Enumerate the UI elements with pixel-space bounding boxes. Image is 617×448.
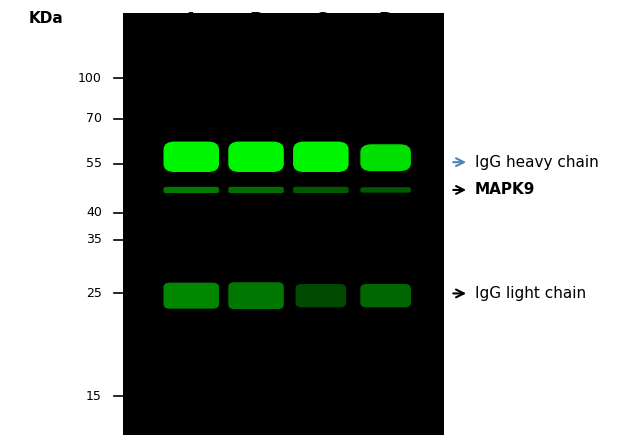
Text: 15: 15	[86, 390, 102, 403]
FancyBboxPatch shape	[293, 187, 349, 193]
FancyBboxPatch shape	[296, 284, 346, 307]
Text: 70: 70	[86, 112, 102, 125]
FancyBboxPatch shape	[164, 142, 219, 172]
Text: 25: 25	[86, 287, 102, 300]
FancyBboxPatch shape	[164, 187, 219, 193]
Text: A: A	[184, 11, 198, 29]
Text: B: B	[249, 11, 263, 29]
FancyBboxPatch shape	[228, 142, 284, 172]
Text: 40: 40	[86, 206, 102, 220]
Text: IgG light chain: IgG light chain	[475, 286, 586, 301]
Text: 55: 55	[86, 157, 102, 170]
Text: 35: 35	[86, 233, 102, 246]
FancyBboxPatch shape	[360, 144, 411, 171]
FancyBboxPatch shape	[228, 187, 284, 193]
FancyBboxPatch shape	[293, 142, 349, 172]
Text: C: C	[314, 11, 328, 29]
Text: 100: 100	[78, 72, 102, 85]
FancyBboxPatch shape	[228, 282, 284, 309]
Text: MAPK9: MAPK9	[475, 182, 536, 198]
FancyBboxPatch shape	[360, 284, 411, 307]
Text: IgG heavy chain: IgG heavy chain	[475, 155, 599, 170]
Text: KDa: KDa	[29, 11, 64, 26]
FancyBboxPatch shape	[360, 187, 411, 193]
FancyBboxPatch shape	[164, 283, 219, 309]
Text: D: D	[378, 11, 393, 29]
Bar	[123, 13, 444, 435]
